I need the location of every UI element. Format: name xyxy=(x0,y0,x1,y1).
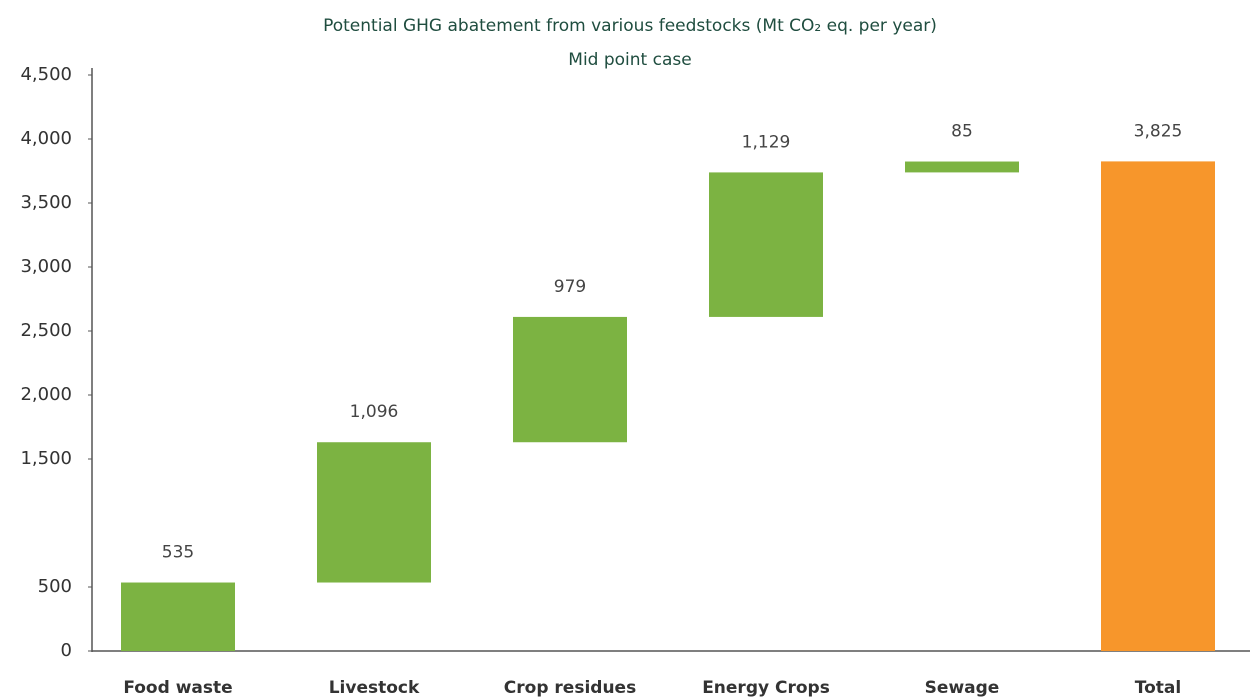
value-label: 535 xyxy=(162,543,194,563)
x-tick-label: Total xyxy=(1135,678,1181,698)
value-label: 1,096 xyxy=(350,402,399,422)
y-tick-label: 0 xyxy=(61,640,72,661)
bar xyxy=(1101,161,1215,651)
y-tick-label: 2,000 xyxy=(20,384,72,405)
chart-title: Potential GHG abatement from various fee… xyxy=(323,16,937,36)
x-tick-label: Livestock xyxy=(329,678,420,698)
y-tick-label: 2,500 xyxy=(20,320,72,341)
y-tick-label: 3,000 xyxy=(20,256,72,277)
y-tick-label: 3,500 xyxy=(20,192,72,213)
value-label: 1,129 xyxy=(742,132,791,152)
y-tick-label: 4,500 xyxy=(20,64,72,85)
value-label: 85 xyxy=(951,122,973,142)
bar xyxy=(905,161,1019,173)
y-tick-label: 500 xyxy=(38,576,72,597)
x-tick-label: Crop residues xyxy=(504,678,636,698)
x-tick-label: Sewage xyxy=(925,678,1000,698)
bar xyxy=(121,582,235,651)
x-tick-label: Energy Crops xyxy=(702,678,830,698)
x-tick-label: Food waste xyxy=(123,678,232,698)
value-label: 979 xyxy=(554,277,586,297)
bar xyxy=(513,316,627,443)
bar xyxy=(317,442,431,583)
bar xyxy=(709,172,823,317)
y-tick-label: 4,000 xyxy=(20,128,72,149)
chart-subtitle: Mid point case xyxy=(568,50,691,70)
y-tick-label: 1,500 xyxy=(20,448,72,469)
value-label: 3,825 xyxy=(1134,121,1183,141)
